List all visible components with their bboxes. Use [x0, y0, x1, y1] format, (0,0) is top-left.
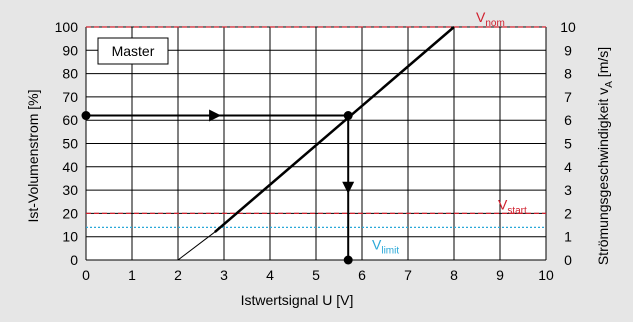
x-tick-label: 8 — [450, 267, 458, 283]
example-reading — [81, 109, 355, 265]
y-left-tick-label: 20 — [62, 205, 78, 221]
x-tick-label: 6 — [358, 267, 366, 283]
reading-intersection-point — [343, 111, 353, 121]
x-tick-label: 5 — [312, 267, 320, 283]
y-left-tick-label: 30 — [62, 182, 78, 198]
y-left-tick-label: 70 — [62, 89, 78, 105]
arrow-down-icon — [342, 181, 355, 194]
y-right-tick-label: 5 — [564, 136, 572, 152]
y-left-tick-label: 0 — [70, 252, 78, 268]
y-left-tick-label: 10 — [62, 229, 78, 245]
series — [177, 26, 455, 261]
y-left-tick-label: 80 — [62, 66, 78, 82]
x-tick-label: 10 — [538, 267, 554, 283]
x-tick-label: 2 — [174, 267, 182, 283]
y-right-tick-label: 7 — [564, 89, 572, 105]
y-left-tick-label: 100 — [55, 19, 79, 35]
x-tick-label: 9 — [496, 267, 504, 283]
x-axis-label: Istwertsignal U [V] — [241, 292, 354, 308]
y-left-tick-label: 90 — [62, 42, 78, 58]
reading-start-point — [81, 111, 91, 121]
reading-end-point — [343, 255, 353, 265]
y-left-tick-label: 50 — [62, 136, 78, 152]
tick-labels: 0 1 2 3 4 5 6 7 8 9 100102030405060708090100012345… — [55, 19, 576, 283]
y-left-tick-label: 60 — [62, 112, 78, 128]
y-axis-right-label: Strömungsgeschwindigkeit vA [m/s] — [595, 47, 615, 265]
y-right-tick-label: 0 — [564, 252, 572, 268]
y-left-tick-label: 40 — [62, 159, 78, 175]
y-right-tick-label: 10 — [560, 19, 576, 35]
x-tick-label: 7 — [404, 267, 412, 283]
legend-box-label: Master — [112, 43, 155, 59]
x-tick-label: 4 — [266, 267, 274, 283]
x-tick-label: 1 — [128, 267, 136, 283]
y-right-tick-label: 4 — [564, 159, 572, 175]
y-right-tick-label: 6 — [564, 112, 572, 128]
y-right-tick-label: 3 — [564, 182, 572, 198]
y-right-tick-label: 2 — [564, 205, 572, 221]
legend-box — [97, 37, 169, 65]
series-line-thin — [177, 231, 216, 261]
x-tick-label: 0 — [82, 267, 90, 283]
y-right-tick-label: 9 — [564, 42, 572, 58]
y-axis-left-label: Ist-Volumenstrom [%] — [25, 89, 41, 222]
x-tick-label: 3 — [220, 267, 228, 283]
series-line-thick — [213, 26, 455, 233]
arrow-right-icon — [209, 109, 222, 122]
y-right-tick-label: 8 — [564, 66, 572, 82]
y-right-tick-label: 1 — [564, 229, 572, 245]
